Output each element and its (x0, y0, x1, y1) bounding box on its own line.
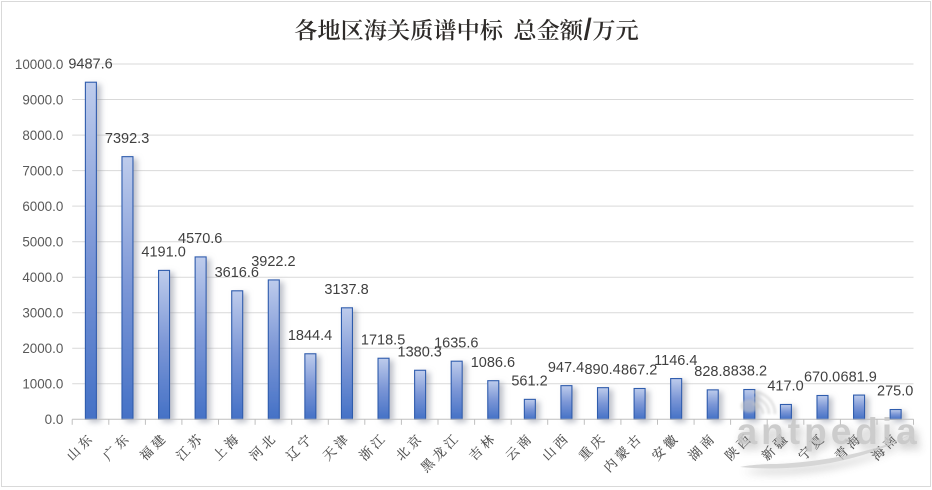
svg-text:4570.6: 4570.6 (178, 231, 222, 247)
svg-text:9487.6: 9487.6 (68, 56, 112, 72)
svg-text:7000.0: 7000.0 (22, 164, 63, 179)
svg-text:1086.6: 1086.6 (471, 355, 515, 371)
svg-text:5000.0: 5000.0 (22, 235, 63, 250)
svg-text:7392.3: 7392.3 (105, 131, 149, 147)
svg-text:1718.5: 1718.5 (361, 332, 405, 348)
svg-text:0.0: 0.0 (45, 412, 64, 427)
svg-text:2000.0: 2000.0 (22, 341, 63, 356)
svg-text:670.0: 670.0 (804, 370, 840, 386)
svg-text:890.4: 890.4 (584, 362, 620, 378)
svg-text:8000.0: 8000.0 (22, 128, 63, 143)
svg-text:275.0: 275.0 (877, 384, 913, 400)
svg-text:3000.0: 3000.0 (22, 306, 63, 321)
svg-text:3137.8: 3137.8 (324, 282, 368, 298)
svg-text:828.8: 828.8 (694, 364, 730, 380)
svg-text:9000.0: 9000.0 (22, 92, 63, 107)
svg-text:antpedia: antpedia (737, 411, 921, 452)
svg-text:1635.6: 1635.6 (434, 335, 478, 351)
svg-text:10000.0: 10000.0 (15, 57, 63, 72)
svg-text:867.2: 867.2 (621, 363, 657, 379)
svg-text:4000.0: 4000.0 (22, 270, 63, 285)
svg-text:1000.0: 1000.0 (22, 377, 63, 392)
svg-text:3616.6: 3616.6 (215, 265, 259, 281)
svg-text:417.0: 417.0 (767, 379, 803, 395)
svg-text:947.4: 947.4 (548, 360, 584, 376)
svg-text:681.9: 681.9 (841, 369, 877, 385)
svg-text:1844.4: 1844.4 (288, 328, 332, 344)
svg-text:4191.0: 4191.0 (141, 245, 185, 261)
svg-text:6000.0: 6000.0 (22, 199, 63, 214)
svg-text:1380.3: 1380.3 (398, 345, 442, 361)
svg-text:838.2: 838.2 (731, 364, 767, 380)
svg-text:3922.2: 3922.2 (251, 254, 295, 270)
svg-text:561.2: 561.2 (511, 374, 547, 390)
svg-text:1146.4: 1146.4 (654, 353, 697, 369)
